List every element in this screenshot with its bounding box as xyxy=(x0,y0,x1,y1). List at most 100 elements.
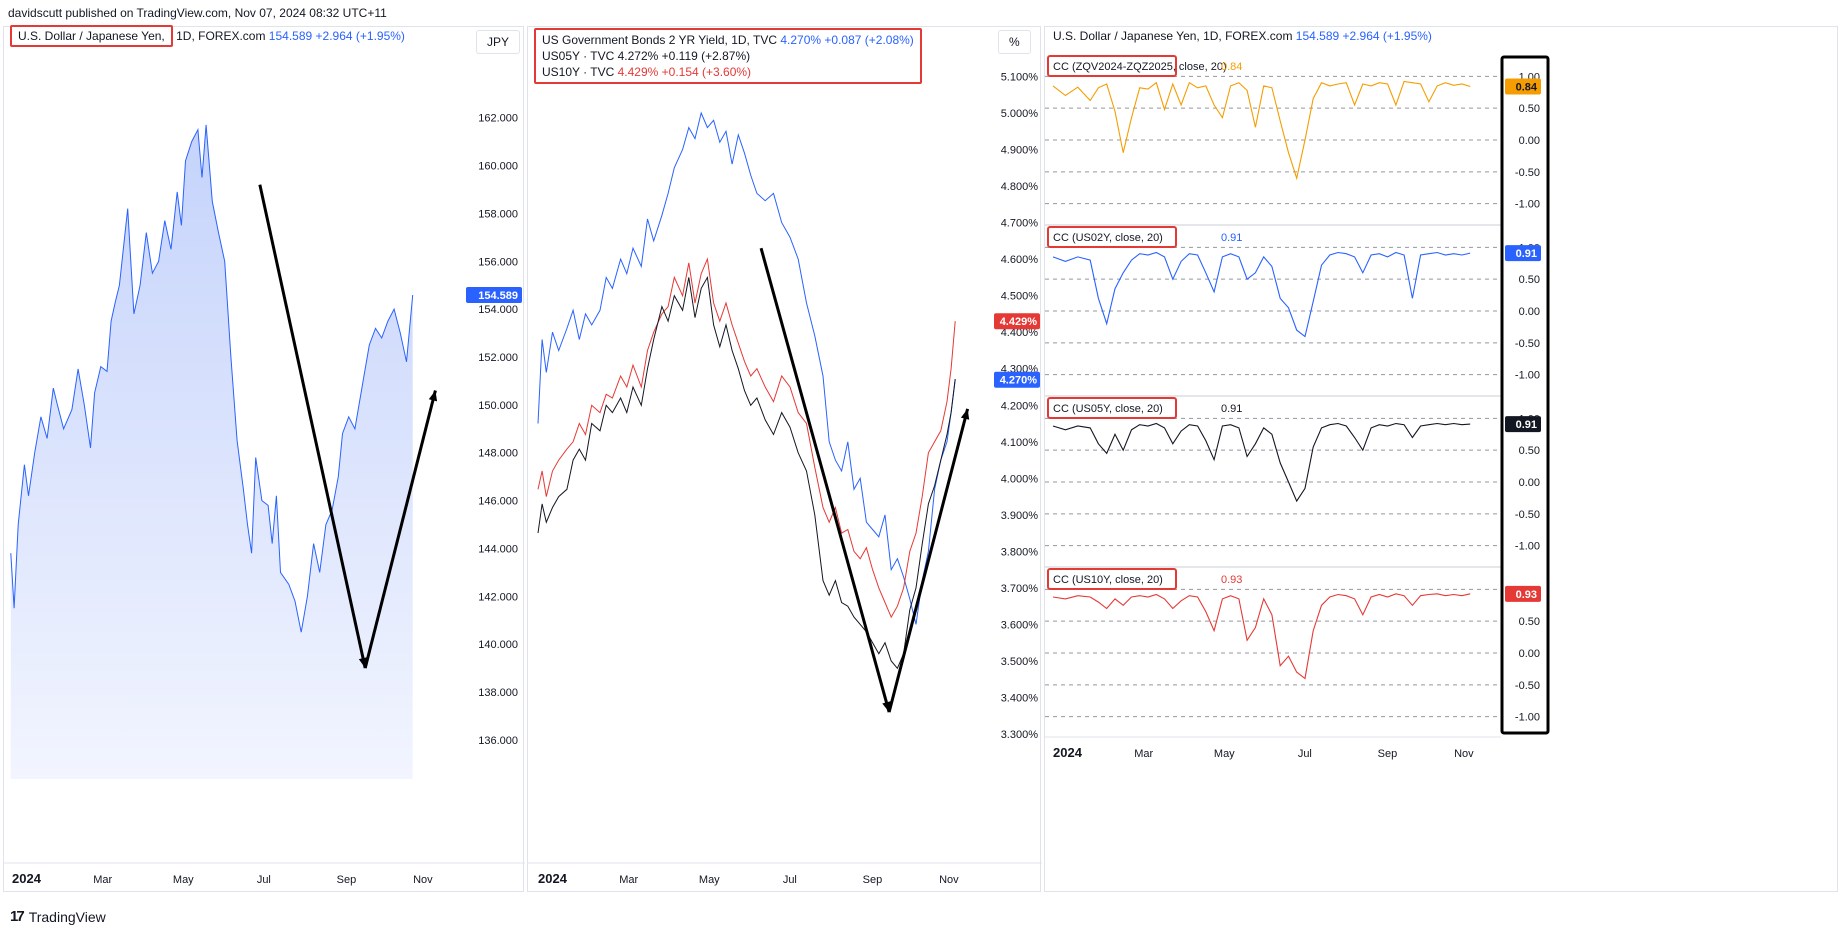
yields-arrowhead xyxy=(960,408,970,420)
yields-series-line-1 xyxy=(537,257,956,619)
yields-legend-box: US Government Bonds 2 YR Yield, 1D, TVC … xyxy=(534,28,922,84)
publisher-line: davidscutt published on TradingView.com,… xyxy=(8,6,387,20)
usdjpy-legend-rest: 1D, FOREX.com xyxy=(172,29,266,43)
correlation-y-tick: 0.00 xyxy=(1519,648,1540,660)
correlation-legend-value: 0.84 xyxy=(1221,61,1242,73)
correlation-legend-title: CC (ZQV2024-ZQZ2025, close, 20) xyxy=(1053,61,1227,73)
footer[interactable]: 17 TradingView xyxy=(10,908,106,925)
usdjpy-symbol: U.S. Dollar / Japanese Yen, xyxy=(18,29,165,43)
yields-trend-arrow xyxy=(887,408,970,713)
correlation-main-legend: U.S. Dollar / Japanese Yen, 1D, FOREX.co… xyxy=(1053,29,1432,43)
correlation-main-change: +2.964 (+1.95%) xyxy=(1342,29,1432,43)
yields-y-tick: 4.800% xyxy=(1001,181,1039,193)
usdjpy-y-tick: 144.000 xyxy=(478,543,518,555)
correlation-y-tick: 0.50 xyxy=(1519,445,1540,457)
us10y-legend-values: 4.429% +0.154 (+3.60%) xyxy=(617,65,752,79)
correlation-main-price: 154.589 xyxy=(1295,29,1340,43)
yields-y-tick: 3.600% xyxy=(1001,619,1039,631)
usdjpy-x-tick: Mar xyxy=(93,874,112,886)
correlation-scale-highlight xyxy=(1500,55,1550,735)
yields-trend-arrow xyxy=(759,247,891,713)
us02y-price-tag xyxy=(994,371,1040,388)
correlation-legend-box xyxy=(1047,55,1177,77)
usdjpy-legend-price: 154.589 xyxy=(268,29,313,43)
correlation-value-label: 0.84 xyxy=(1516,82,1538,94)
usdjpy-symbol-box[interactable]: U.S. Dollar / Japanese Yen, xyxy=(10,25,173,47)
yields-x-tick: Sep xyxy=(863,874,883,886)
yields-panel[interactable]: US Government Bonds 2 YR Yield, 1D, TVC … xyxy=(527,26,1042,893)
correlation-y-tick: -1.00 xyxy=(1515,541,1540,553)
usdjpy-y-tick: 142.000 xyxy=(478,591,518,603)
yields-y-tick: 4.900% xyxy=(1001,145,1039,157)
usdjpy-panel[interactable]: U.S. Dollar / Japanese Yen, 1D, FOREX.co… xyxy=(3,25,525,893)
yields-y-tick: 4.700% xyxy=(1001,218,1039,230)
correlation-legend-value: 0.93 xyxy=(1221,574,1242,586)
correlation-series-line-0 xyxy=(1052,80,1471,181)
correlation-value-label: 0.91 xyxy=(1516,248,1537,260)
correlation-y-tick: 0.50 xyxy=(1519,103,1540,115)
usdjpy-last-price-label: 154.589 xyxy=(478,290,518,302)
yields-y-tick: 4.400% xyxy=(1001,327,1039,339)
us10y-price-tag xyxy=(994,313,1040,330)
correlation-y-tick: -0.50 xyxy=(1515,680,1540,692)
usdjpy-y-tick: 154.000 xyxy=(478,304,518,316)
yields-y-tick: 3.400% xyxy=(1001,693,1039,705)
tradingview-brand: TradingView xyxy=(28,908,106,925)
yields-y-tick: 4.200% xyxy=(1001,400,1039,412)
us05y-legend-name: US05Y · TVC xyxy=(542,49,615,63)
yields-x-tick: Jul xyxy=(783,874,797,886)
us05y-legend-values: 4.272% +0.119 (+2.87%) xyxy=(617,49,751,63)
yields-y-tick: 3.500% xyxy=(1001,656,1039,668)
yields-x-tick: May xyxy=(699,874,720,886)
yields-y-tick: 3.900% xyxy=(1001,510,1039,522)
correlation-value-tag xyxy=(1505,416,1541,433)
usdjpy-area-fill xyxy=(10,124,413,779)
yields-y-tick: 4.500% xyxy=(1001,291,1039,303)
yields-chart[interactable]: 5.100% 5.000% 4.900% 4.800% 4.700% 4.600% 4.50… xyxy=(528,27,1042,893)
correlation-y-tick: -1.00 xyxy=(1515,199,1540,211)
us02y-price-label: 4.270% xyxy=(1000,375,1038,387)
correlation-y-tick: -0.50 xyxy=(1515,167,1540,179)
usdjpy-y-tick: 148.000 xyxy=(478,448,518,460)
unit-button-percent[interactable]: % xyxy=(998,30,1031,54)
yields-y-tick: 3.300% xyxy=(1001,729,1039,741)
correlation-legend-title: CC (US02Y, close, 20) xyxy=(1053,232,1163,244)
usdjpy-chart[interactable]: 162.000 160.000 158.000 156.000 154.000 152.0… xyxy=(4,27,525,893)
us10y-price-label: 4.429% xyxy=(1000,316,1038,328)
correlation-y-tick: -0.50 xyxy=(1515,338,1540,350)
yields-y-tick: 4.100% xyxy=(1001,437,1039,449)
correlation-legend-box xyxy=(1047,397,1177,419)
usdjpy-x-tick: May xyxy=(173,874,194,886)
usdjpy-y-tick: 146.000 xyxy=(478,496,518,508)
yields-y-tick: 5.000% xyxy=(1001,108,1039,120)
correlation-panel[interactable]: U.S. Dollar / Japanese Yen, 1D, FOREX.co… xyxy=(1044,26,1838,892)
usdjpy-trend-arrow xyxy=(258,184,367,669)
yields-y-tick: 5.100% xyxy=(1001,71,1039,83)
correlation-legend-value: 0.91 xyxy=(1221,403,1242,415)
correlation-series-line-3 xyxy=(1052,593,1471,680)
correlation-main-symbol: U.S. Dollar / Japanese Yen, 1D, FOREX.co… xyxy=(1053,29,1293,43)
correlation-y-tick: 0.00 xyxy=(1519,306,1540,318)
usdjpy-y-tick: 162.000 xyxy=(478,113,518,125)
usdjpy-x-tick: 2024 xyxy=(12,871,42,886)
unit-button-jpy[interactable]: JPY xyxy=(476,30,521,54)
correlation-x-tick: May xyxy=(1214,748,1235,760)
usdjpy-last-price-tag xyxy=(466,287,522,304)
usdjpy-legend-change: +2.964 (+1.95%) xyxy=(315,29,405,43)
correlation-legend-title: CC (US10Y, close, 20) xyxy=(1053,574,1163,586)
usdjpy-y-tick: 152.000 xyxy=(478,352,518,364)
correlation-x-tick: Nov xyxy=(1454,748,1474,760)
correlation-y-tick: 0.50 xyxy=(1519,616,1540,628)
yields-y-tick: 4.600% xyxy=(1001,254,1039,266)
usdjpy-y-tick: 136.000 xyxy=(478,735,518,747)
usdjpy-line xyxy=(10,124,414,633)
yields-x-tick: Mar xyxy=(619,874,638,886)
correlation-y-tick: -1.00 xyxy=(1515,712,1540,724)
usdjpy-arrowhead xyxy=(428,390,438,402)
usdjpy-trend-arrow xyxy=(363,390,437,669)
correlation-value-label: 0.93 xyxy=(1516,589,1537,601)
yields-y-tick: 4.000% xyxy=(1001,473,1039,485)
us02y-legend-values: 4.270% +0.087 (+2.08%) xyxy=(780,33,914,47)
tradingview-logo-icon: 17 xyxy=(10,908,25,925)
